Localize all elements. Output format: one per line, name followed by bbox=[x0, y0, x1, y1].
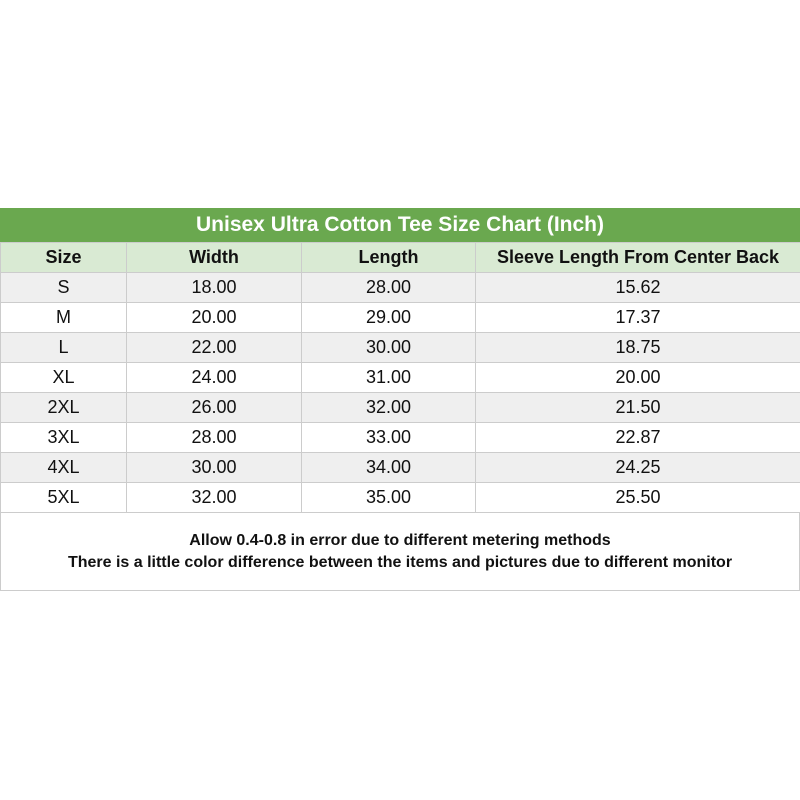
size-cell: S bbox=[0, 272, 127, 303]
sleeve-cell: 25.50 bbox=[475, 482, 800, 513]
table-row: 2XL 26.00 32.00 21.50 bbox=[0, 392, 800, 423]
header-length: Length bbox=[301, 242, 476, 273]
table-row: M 20.00 29.00 17.37 bbox=[0, 302, 800, 333]
width-cell: 26.00 bbox=[126, 392, 302, 423]
size-cell: 4XL bbox=[0, 452, 127, 483]
length-cell: 33.00 bbox=[301, 422, 476, 453]
length-cell: 28.00 bbox=[301, 272, 476, 303]
width-cell: 20.00 bbox=[126, 302, 302, 333]
table-row: 4XL 30.00 34.00 24.25 bbox=[0, 452, 800, 483]
size-chart: Unisex Ultra Cotton Tee Size Chart (Inch… bbox=[0, 208, 800, 591]
length-cell: 30.00 bbox=[301, 332, 476, 363]
table-row: S 18.00 28.00 15.62 bbox=[0, 272, 800, 303]
size-cell: L bbox=[0, 332, 127, 363]
width-cell: 32.00 bbox=[126, 482, 302, 513]
header-size: Size bbox=[0, 242, 127, 273]
sleeve-cell: 18.75 bbox=[475, 332, 800, 363]
notes: Allow 0.4-0.8 in error due to different … bbox=[0, 513, 800, 591]
note-color: There is a little color difference betwe… bbox=[67, 553, 733, 571]
table-row: 3XL 28.00 33.00 22.87 bbox=[0, 422, 800, 453]
width-cell: 24.00 bbox=[126, 362, 302, 393]
table-row: XL 24.00 31.00 20.00 bbox=[0, 362, 800, 393]
size-cell: 5XL bbox=[0, 482, 127, 513]
header-sleeve: Sleeve Length From Center Back bbox=[475, 242, 800, 273]
size-cell: 2XL bbox=[0, 392, 127, 423]
sleeve-cell: 20.00 bbox=[475, 362, 800, 393]
width-cell: 18.00 bbox=[126, 272, 302, 303]
sleeve-cell: 15.62 bbox=[475, 272, 800, 303]
header-width: Width bbox=[126, 242, 302, 273]
length-cell: 31.00 bbox=[301, 362, 476, 393]
length-cell: 29.00 bbox=[301, 302, 476, 333]
sleeve-cell: 21.50 bbox=[475, 392, 800, 423]
size-cell: XL bbox=[0, 362, 127, 393]
length-cell: 32.00 bbox=[301, 392, 476, 423]
size-cell: M bbox=[0, 302, 127, 333]
width-cell: 28.00 bbox=[126, 422, 302, 453]
table-row: 5XL 32.00 35.00 25.50 bbox=[0, 482, 800, 513]
width-cell: 22.00 bbox=[126, 332, 302, 363]
sleeve-cell: 24.25 bbox=[475, 452, 800, 483]
length-cell: 34.00 bbox=[301, 452, 476, 483]
size-table: Size Width Length Sleeve Length From Cen… bbox=[0, 242, 800, 513]
note-error: Allow 0.4-0.8 in error due to different … bbox=[189, 531, 611, 549]
header-row: Size Width Length Sleeve Length From Cen… bbox=[0, 242, 800, 273]
chart-title: Unisex Ultra Cotton Tee Size Chart (Inch… bbox=[0, 208, 800, 242]
table-row: L 22.00 30.00 18.75 bbox=[0, 332, 800, 363]
size-cell: 3XL bbox=[0, 422, 127, 453]
width-cell: 30.00 bbox=[126, 452, 302, 483]
length-cell: 35.00 bbox=[301, 482, 476, 513]
sleeve-cell: 17.37 bbox=[475, 302, 800, 333]
sleeve-cell: 22.87 bbox=[475, 422, 800, 453]
